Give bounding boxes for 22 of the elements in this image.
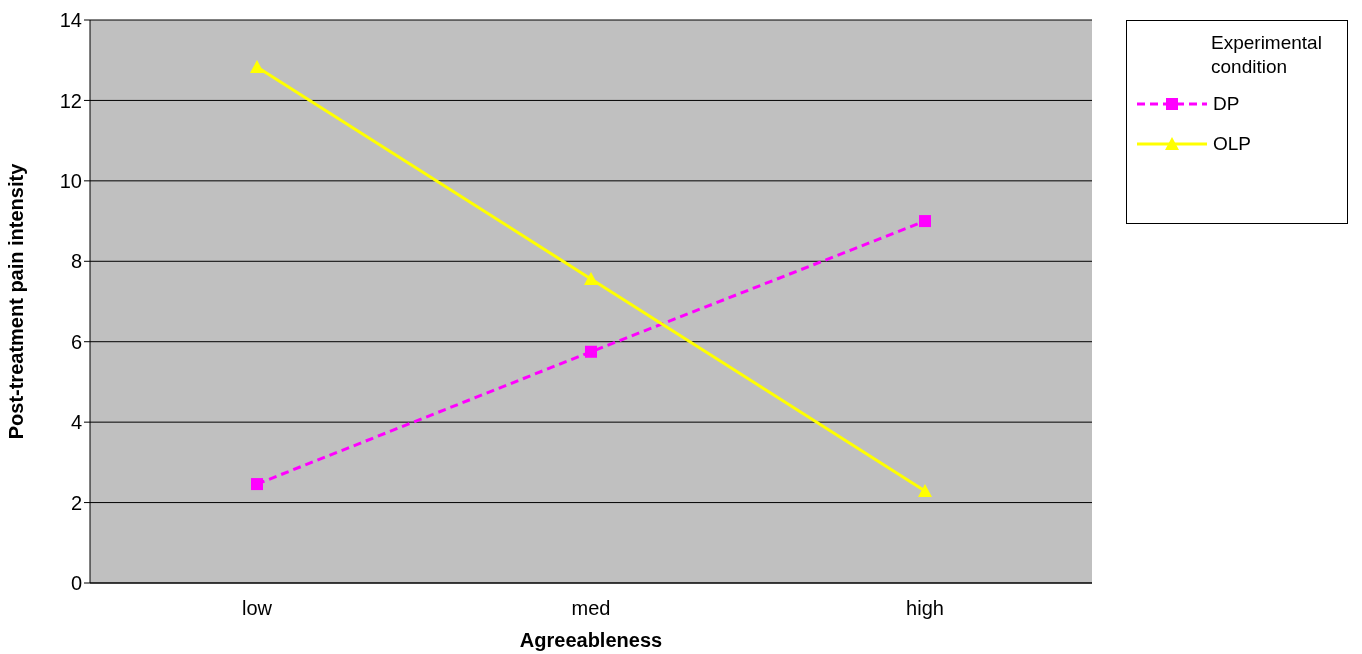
y-tick-label: 0 bbox=[70, 572, 82, 595]
y-tick-label: 2 bbox=[70, 491, 82, 514]
x-tick-label: med bbox=[571, 597, 611, 620]
y-tick-label: 14 bbox=[59, 9, 82, 32]
y-tick-label: 12 bbox=[59, 89, 82, 112]
y-tick-label: 6 bbox=[70, 330, 82, 353]
point bbox=[585, 345, 597, 358]
x-axis-title: Agreeableness bbox=[519, 629, 663, 651]
point bbox=[251, 478, 263, 491]
y-axis-title: Post-treatment pain intensity bbox=[5, 162, 28, 440]
y-tick-label: 8 bbox=[70, 250, 82, 273]
legend-label: OLP bbox=[1213, 133, 1252, 155]
x-tick-label: low bbox=[241, 597, 273, 620]
point bbox=[584, 271, 598, 285]
x-tick-label: high bbox=[906, 597, 944, 620]
y-tick-label: 4 bbox=[70, 411, 82, 434]
legend-title: Experimental condition bbox=[1211, 31, 1323, 79]
point bbox=[918, 483, 932, 497]
y-tick-label: 10 bbox=[59, 169, 82, 192]
point bbox=[919, 215, 931, 228]
legend-label: DP bbox=[1213, 93, 1240, 115]
point bbox=[250, 60, 264, 74]
